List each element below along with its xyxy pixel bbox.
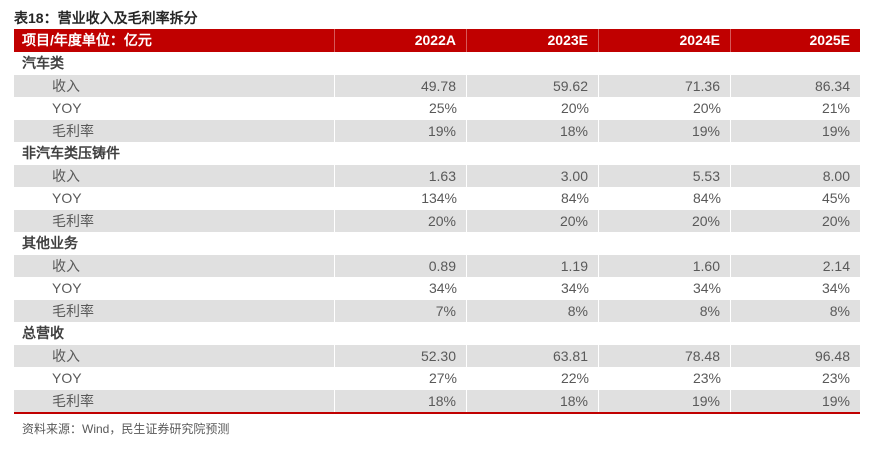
row-value: 34% xyxy=(428,280,457,296)
row-value: 19% xyxy=(821,122,850,139)
table-header-row: 项目/年度单位：亿元 2022A 2023E 2024E 2025E xyxy=(14,29,860,52)
row-value: 84% xyxy=(692,190,721,206)
row-value: 20% xyxy=(692,100,721,116)
table-row: 收入 0.89 1.19 1.60 2.14 xyxy=(14,254,860,277)
row-value: 23% xyxy=(821,370,850,386)
section-name: 汽车类 xyxy=(22,55,64,71)
row-value: 59.62 xyxy=(467,74,599,97)
header-year-cell: 2022A xyxy=(335,29,467,52)
report-table-figure: 表18：营业收入及毛利率拆分 项目/年度单位：亿元 2022A 2023E 2024… xyxy=(0,8,873,453)
row-value: 78.48 xyxy=(599,344,731,367)
section-header-row: 汽车类 xyxy=(14,52,860,75)
section-header-row: 非汽车类压铸件 xyxy=(14,142,860,165)
row-value: 84% xyxy=(560,190,589,206)
row-value: 21% xyxy=(821,100,850,116)
table-row: 收入 52.30 63.81 78.48 96.48 xyxy=(14,344,860,367)
table-row: YOY 25% 20% 20% 21% xyxy=(14,97,860,120)
table-row: 收入 49.78 59.62 71.36 86.34 xyxy=(14,74,860,97)
row-value: 134% xyxy=(421,190,457,206)
row-value: 19% xyxy=(335,119,467,142)
row-value: 22% xyxy=(560,370,589,386)
row-value: 34% xyxy=(821,280,850,296)
row-label: 毛利率 xyxy=(14,299,335,322)
row-value: 5.53 xyxy=(599,164,731,187)
row-value: 7% xyxy=(335,299,467,322)
row-value: 1.63 xyxy=(335,164,467,187)
section-name: 其他业务 xyxy=(22,235,78,251)
row-value: 20% xyxy=(467,209,599,232)
row-value: 96.48 xyxy=(814,347,850,364)
row-value: 20% xyxy=(335,209,467,232)
source-note: 资料来源：Wind，民生证券研究院预测 xyxy=(22,422,230,436)
row-value: 52.30 xyxy=(335,344,467,367)
table-row: YOY 34% 34% 34% 34% xyxy=(14,277,860,300)
row-value: 8% xyxy=(829,302,850,319)
row-value: 19% xyxy=(821,392,850,409)
row-value: 1.60 xyxy=(599,254,731,277)
row-value: 34% xyxy=(560,280,589,296)
row-label: 收入 xyxy=(14,164,335,187)
revenue-margin-table: 项目/年度单位：亿元 2022A 2023E 2024E 2025E 汽车类 收入 49.… xyxy=(14,29,860,414)
row-label: 毛利率 xyxy=(14,119,335,142)
header-year-cell: 2023E xyxy=(467,29,599,52)
row-label: 收入 xyxy=(14,74,335,97)
row-label: 收入 xyxy=(14,344,335,367)
section-name: 总营收 xyxy=(22,325,64,341)
row-value: 20% xyxy=(560,100,589,116)
row-value: 8.00 xyxy=(822,167,850,184)
table-row: 毛利率 7% 8% 8% 8% xyxy=(14,299,860,322)
row-value: 63.81 xyxy=(467,344,599,367)
row-label: 毛利率 xyxy=(14,389,335,412)
row-value: 20% xyxy=(599,209,731,232)
row-label: YOY xyxy=(52,100,82,116)
row-value: 49.78 xyxy=(335,74,467,97)
row-value: 45% xyxy=(821,190,850,206)
table-row: 毛利率 19% 18% 19% 19% xyxy=(14,119,860,142)
row-value: 19% xyxy=(599,119,731,142)
row-value: 1.19 xyxy=(467,254,599,277)
row-value: 34% xyxy=(692,280,721,296)
table-row: 收入 1.63 3.00 5.53 8.00 xyxy=(14,164,860,187)
row-value: 25% xyxy=(428,100,457,116)
table-row: YOY 27% 22% 23% 23% xyxy=(14,367,860,390)
header-year-cell: 2025E xyxy=(809,32,850,48)
row-value: 8% xyxy=(599,299,731,322)
row-value: 18% xyxy=(467,389,599,412)
row-value: 3.00 xyxy=(467,164,599,187)
row-value: 2.14 xyxy=(822,257,850,274)
section-header-row: 总营收 xyxy=(14,322,860,345)
row-label: YOY xyxy=(52,280,82,296)
section-header-row: 其他业务 xyxy=(14,232,860,255)
row-label: YOY xyxy=(52,190,82,206)
header-year-cell: 2024E xyxy=(599,29,731,52)
row-value: 86.34 xyxy=(814,77,850,94)
row-label: 收入 xyxy=(14,254,335,277)
row-value: 20% xyxy=(821,212,850,229)
table-caption: 表18：营业收入及毛利率拆分 xyxy=(14,10,198,26)
row-label: 毛利率 xyxy=(14,209,335,232)
row-value: 27% xyxy=(428,370,457,386)
row-value: 8% xyxy=(467,299,599,322)
table-row: YOY 134% 84% 84% 45% xyxy=(14,187,860,210)
row-value: 19% xyxy=(599,389,731,412)
table-body: 汽车类 收入 49.78 59.62 71.36 86.34 YOY 25% 20% 20% 21%… xyxy=(14,52,860,412)
row-value: 18% xyxy=(335,389,467,412)
header-label-cell: 项目/年度单位：亿元 xyxy=(14,29,335,52)
row-value: 71.36 xyxy=(599,74,731,97)
table-row: 毛利率 20% 20% 20% 20% xyxy=(14,209,860,232)
row-value: 23% xyxy=(692,370,721,386)
section-name: 非汽车类压铸件 xyxy=(22,145,120,161)
row-label: YOY xyxy=(52,370,82,386)
row-value: 18% xyxy=(467,119,599,142)
row-value: 0.89 xyxy=(335,254,467,277)
table-row: 毛利率 18% 18% 19% 19% xyxy=(14,389,860,412)
